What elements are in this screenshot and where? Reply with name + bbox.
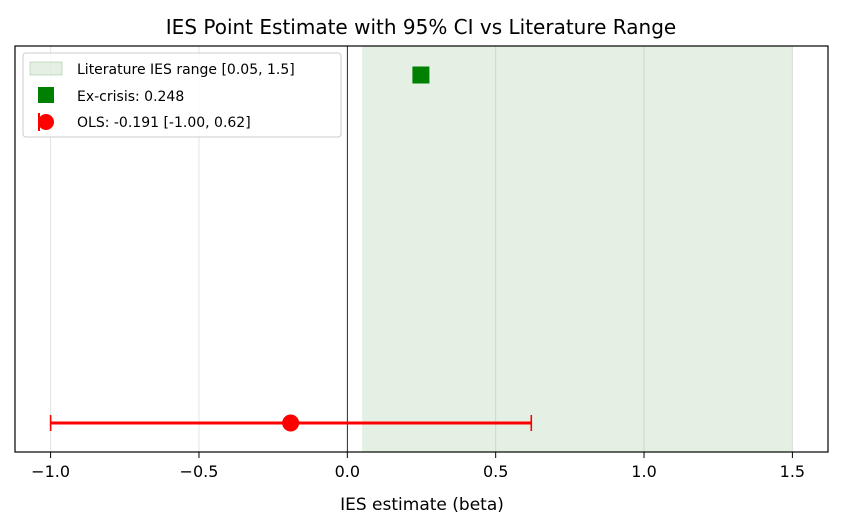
x-tick-label: 1.5	[780, 462, 805, 481]
legend-ols-label: OLS: -0.191 [-1.00, 0.62]	[77, 115, 251, 131]
x-axis-label: IES estimate (beta)	[340, 495, 504, 515]
data-marks	[49, 66, 533, 432]
legend-ex-crisis-marker	[38, 87, 54, 103]
x-axis-ticks: −1.0 −0.5 0.0 0.5 1.0 1.5	[31, 452, 805, 481]
x-tick-label: −1.0	[31, 462, 70, 481]
x-tick-label: −0.5	[180, 462, 219, 481]
literature-range-band	[362, 46, 793, 452]
ols-point	[282, 414, 300, 432]
legend-literature-swatch	[29, 61, 63, 76]
literature-range-rect	[362, 46, 793, 452]
chart-title: IES Point Estimate with 95% CI vs Litera…	[166, 15, 676, 39]
x-tick-label: 0.5	[483, 462, 508, 481]
legend: Literature IES range [0.05, 1.5] Ex-cris…	[22, 52, 342, 138]
x-tick-label: 1.0	[631, 462, 656, 481]
legend-ols-marker	[38, 114, 54, 130]
legend-box	[22, 52, 342, 138]
ex-crisis-point	[412, 66, 430, 84]
x-tick-label: 0.0	[335, 462, 360, 481]
legend-literature-label: Literature IES range [0.05, 1.5]	[77, 62, 295, 78]
plot-frame	[14, 45, 829, 453]
legend-ex-crisis-label: Ex-crisis: 0.248	[77, 89, 184, 105]
plot-border	[14, 45, 829, 453]
